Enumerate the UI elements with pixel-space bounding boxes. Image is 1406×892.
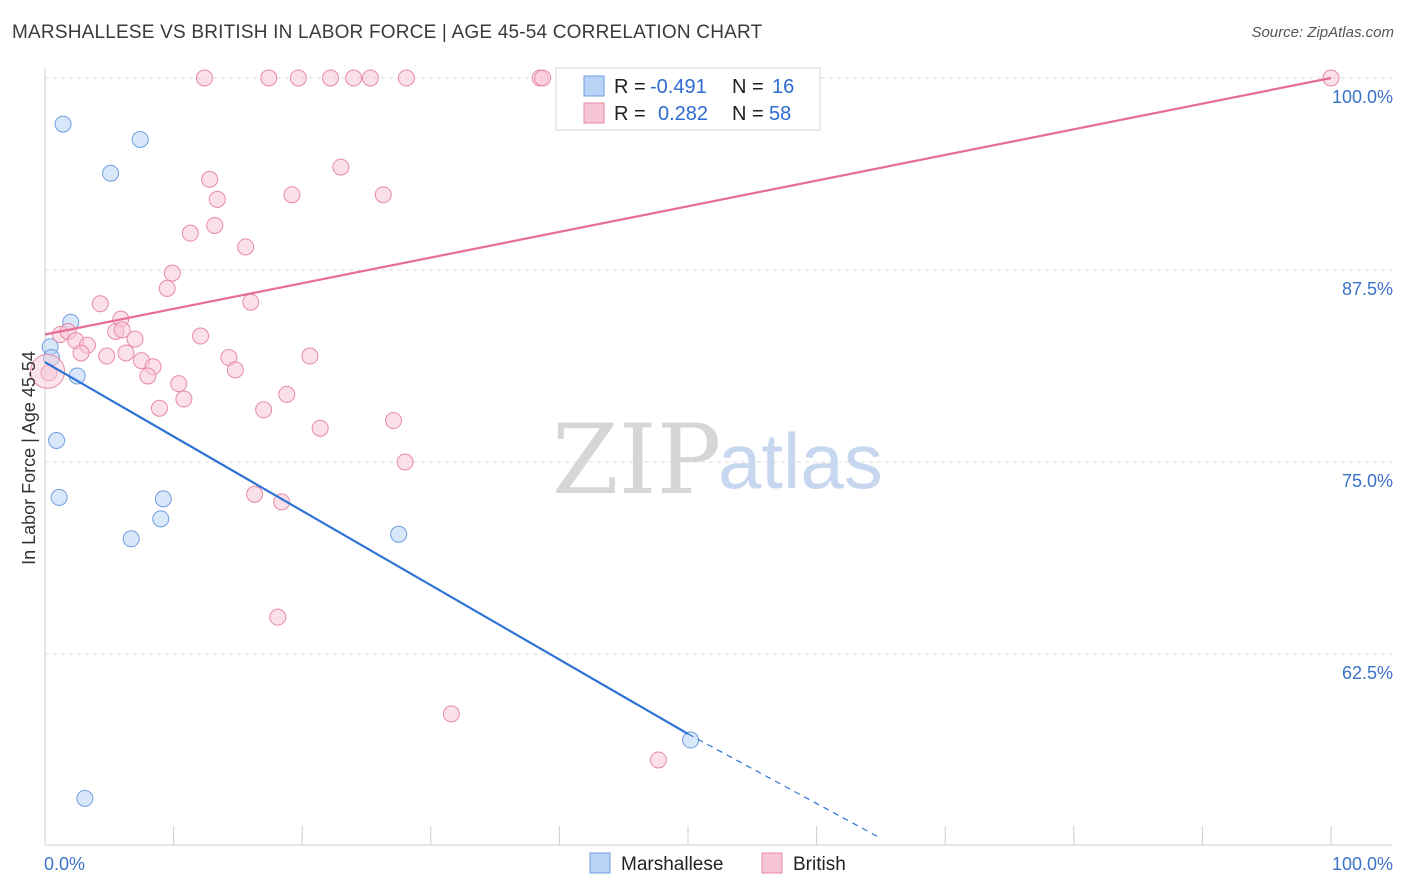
- british-trend-line: [44, 76, 1332, 336]
- british-point: [385, 412, 403, 430]
- stats-legend: R = -0.491 N = 16 R = 0.282 N = 58: [555, 67, 821, 131]
- british-point: [260, 69, 278, 87]
- british-point: [396, 453, 414, 471]
- british-point: [117, 344, 135, 362]
- british-point: [226, 361, 244, 379]
- x-tick-label-max: 100.0%: [1332, 854, 1393, 874]
- marshallese-point: [390, 525, 408, 543]
- legend-n-label-2: N =: [732, 103, 764, 125]
- british-point: [201, 170, 219, 188]
- british-point: [301, 347, 319, 365]
- legend-r-value-2: 0.282: [658, 103, 708, 125]
- british-point: [311, 419, 329, 437]
- legend-r-label-2: R =: [614, 103, 646, 125]
- british-point: [170, 375, 188, 393]
- british-point: [332, 158, 350, 176]
- legend-r-label-1: R =: [614, 76, 646, 98]
- british-point: [283, 186, 301, 204]
- british-point: [442, 705, 460, 723]
- series-legend: Marshallese British: [589, 852, 846, 875]
- trend-layer: [44, 76, 1332, 839]
- british-point: [175, 390, 193, 408]
- y-axis-title: In Labor Force | Age 45-54: [19, 351, 39, 565]
- marshallese-point: [54, 115, 72, 133]
- british-point: [278, 385, 296, 403]
- british-point: [150, 399, 168, 417]
- x-tick-label-min: 0.0%: [44, 854, 85, 874]
- british-point: [91, 295, 109, 313]
- y-tick-label: 87.5%: [1342, 279, 1393, 299]
- legend-n-value-1: 16: [772, 76, 794, 98]
- british-point: [208, 190, 226, 208]
- y-tick-label: 100.0%: [1332, 87, 1393, 107]
- british-point: [246, 485, 264, 503]
- marshallese-point: [122, 530, 140, 548]
- british-point: [139, 367, 157, 385]
- bottom-legend-marshallese: Marshallese: [621, 854, 723, 875]
- marshallese-trend-line: [44, 361, 689, 735]
- british-cluster-point: [30, 353, 66, 389]
- points-layer: [30, 69, 1340, 807]
- british-point: [181, 224, 199, 242]
- british-point: [192, 327, 210, 345]
- british-point: [273, 493, 291, 511]
- marshallese-point: [682, 731, 700, 749]
- british-point: [289, 69, 307, 87]
- british-point: [195, 69, 213, 87]
- british-point: [206, 216, 224, 234]
- source-credit: Source: ZipAtlas.com: [1251, 24, 1394, 41]
- british-point: [237, 238, 255, 256]
- chart-title: MARSHALLESE VS BRITISH IN LABOR FORCE | …: [12, 22, 763, 43]
- british-point: [98, 347, 116, 365]
- marshallese-point: [76, 789, 94, 807]
- marshallese-point: [152, 510, 170, 528]
- watermark-zip: ZIP: [552, 404, 721, 516]
- british-point: [126, 330, 144, 348]
- bottom-legend-swatch-british: [761, 852, 783, 874]
- british-point: [321, 69, 339, 87]
- british-point: [534, 69, 552, 87]
- british-point: [113, 321, 131, 339]
- british-point: [269, 608, 287, 626]
- british-point: [255, 401, 273, 419]
- british-point: [72, 344, 90, 362]
- y-tick-label: 62.5%: [1342, 663, 1393, 683]
- british-point: [158, 279, 176, 297]
- british-point: [374, 186, 392, 204]
- legend-r-value-1: -0.491: [650, 76, 707, 98]
- marshallese-point: [48, 431, 66, 449]
- legend-n-label-1: N =: [732, 76, 764, 98]
- marshallese-point: [154, 490, 172, 508]
- labels-layer: 62.5% 75.0% 87.5% 100.0% 0.0% 100.0% In Labor …: [19, 87, 1393, 874]
- bottom-legend-british: British: [793, 854, 846, 875]
- y-tick-label: 75.0%: [1342, 471, 1393, 491]
- british-point: [397, 69, 415, 87]
- watermark-atlas: atlas: [718, 417, 883, 505]
- legend-swatch-marshallese: [583, 75, 605, 97]
- bottom-legend-swatch-marshallese: [589, 852, 611, 874]
- axes-layer: [44, 68, 1392, 846]
- marshallese-point: [50, 488, 68, 506]
- watermark: ZIP atlas: [552, 404, 883, 516]
- legend-n-value-2: 58: [769, 103, 791, 125]
- british-point: [649, 751, 667, 769]
- marshallese-point: [131, 130, 149, 148]
- british-point: [345, 69, 363, 87]
- british-point: [163, 264, 181, 282]
- marshallese-trend-extension: [687, 733, 882, 839]
- grid-layer: [45, 77, 1392, 655]
- legend-swatch-british: [583, 102, 605, 124]
- british-point: [361, 69, 379, 87]
- british-point: [242, 293, 260, 311]
- marshallese-point: [102, 164, 120, 182]
